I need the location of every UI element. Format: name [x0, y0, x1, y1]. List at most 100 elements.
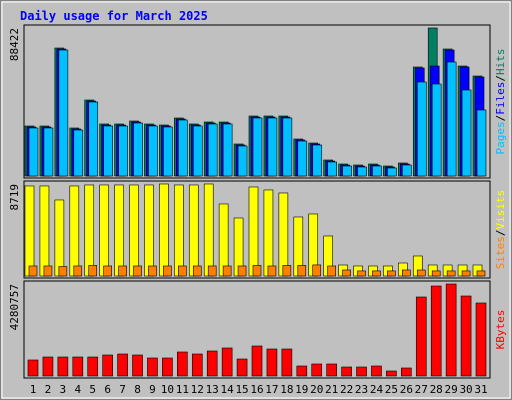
x-tick-label: 30	[459, 383, 472, 396]
bar	[58, 266, 68, 277]
legend-separator: /	[494, 75, 507, 82]
bar	[207, 123, 218, 177]
bar	[118, 125, 128, 177]
bar	[174, 184, 184, 277]
x-tick-label: 2	[45, 383, 52, 396]
bar	[103, 265, 112, 277]
x-tick-label: 31	[474, 383, 487, 396]
bar	[431, 83, 442, 177]
bar	[311, 363, 323, 377]
bar	[102, 354, 113, 377]
x-tick-label: 9	[149, 383, 156, 396]
bar	[148, 125, 158, 177]
bar	[88, 101, 99, 177]
bar	[222, 123, 233, 177]
bar	[147, 357, 158, 377]
x-tick-label: 7	[119, 383, 126, 396]
bar	[476, 270, 486, 277]
bar	[387, 270, 396, 277]
bar	[263, 189, 274, 277]
bar	[163, 126, 173, 177]
bar	[159, 183, 169, 277]
bar	[460, 295, 472, 377]
x-tick-label: 24	[370, 383, 384, 396]
bar	[99, 184, 109, 277]
bar	[58, 49, 69, 177]
bar	[372, 270, 381, 277]
bar	[43, 127, 54, 177]
bar	[278, 192, 289, 277]
bar	[282, 265, 292, 277]
bar	[129, 184, 139, 277]
bar	[475, 302, 487, 377]
x-tick-label: 17	[265, 383, 278, 396]
x-tick-label: 10	[161, 383, 174, 396]
x-tick-label: 28	[430, 383, 443, 396]
bar	[248, 186, 259, 277]
bar	[28, 127, 39, 177]
bar	[476, 109, 487, 177]
bar	[297, 140, 308, 177]
bar	[69, 185, 80, 277]
bar	[117, 353, 128, 377]
bar	[415, 296, 427, 377]
legend-entry: Pages	[494, 121, 507, 154]
bar	[281, 348, 293, 377]
bar	[402, 164, 412, 177]
bar	[267, 265, 277, 277]
bar	[401, 367, 412, 377]
bar	[282, 117, 293, 177]
bar	[312, 264, 322, 277]
legend-entry: Files	[494, 82, 507, 115]
bar	[431, 270, 441, 277]
bar	[118, 265, 127, 277]
bar	[133, 265, 142, 277]
bar	[133, 122, 143, 177]
bar	[203, 183, 214, 277]
bar	[206, 350, 218, 377]
x-tick-label: 13	[206, 383, 219, 396]
bar	[446, 270, 456, 277]
legend: Pages/Files/Hits	[494, 49, 507, 155]
y-tick-label: 8719	[8, 184, 21, 211]
bar	[430, 285, 442, 377]
x-tick-label: 18	[280, 383, 293, 396]
x-tick-label: 26	[400, 383, 413, 396]
bar	[24, 185, 35, 277]
bar	[221, 347, 233, 377]
bar	[237, 265, 247, 277]
legend: KBytes	[494, 310, 507, 350]
bar	[402, 269, 411, 277]
x-tick-label: 29	[445, 383, 458, 396]
x-tick-label: 20	[310, 383, 323, 396]
bar	[446, 61, 457, 177]
bar	[386, 370, 397, 377]
bar	[177, 351, 188, 377]
legend-entry: KBytes	[494, 310, 507, 350]
legend-entry: Hits	[494, 49, 507, 76]
bar	[144, 184, 154, 277]
x-tick-label: 23	[355, 383, 368, 396]
bar	[54, 199, 65, 277]
bar	[207, 265, 217, 277]
bar	[252, 265, 262, 277]
chart-title: Daily usage for March 2025	[20, 9, 208, 23]
x-tick-label: 5	[89, 383, 96, 396]
bar	[266, 348, 278, 377]
bar	[88, 265, 98, 277]
bar	[312, 144, 323, 177]
bar	[191, 353, 203, 377]
legend-separator: /	[494, 115, 507, 122]
legend-entry: Sites	[494, 236, 507, 269]
bar	[192, 125, 203, 177]
bar	[341, 366, 352, 377]
bar	[357, 270, 366, 277]
bar	[371, 365, 382, 377]
legend-separator: /	[494, 230, 507, 237]
x-tick-label: 4	[74, 383, 81, 396]
bar	[387, 167, 397, 177]
bar	[114, 184, 124, 277]
bar	[416, 81, 427, 177]
bar	[192, 265, 202, 277]
y-tick-label: 88422	[8, 28, 21, 61]
